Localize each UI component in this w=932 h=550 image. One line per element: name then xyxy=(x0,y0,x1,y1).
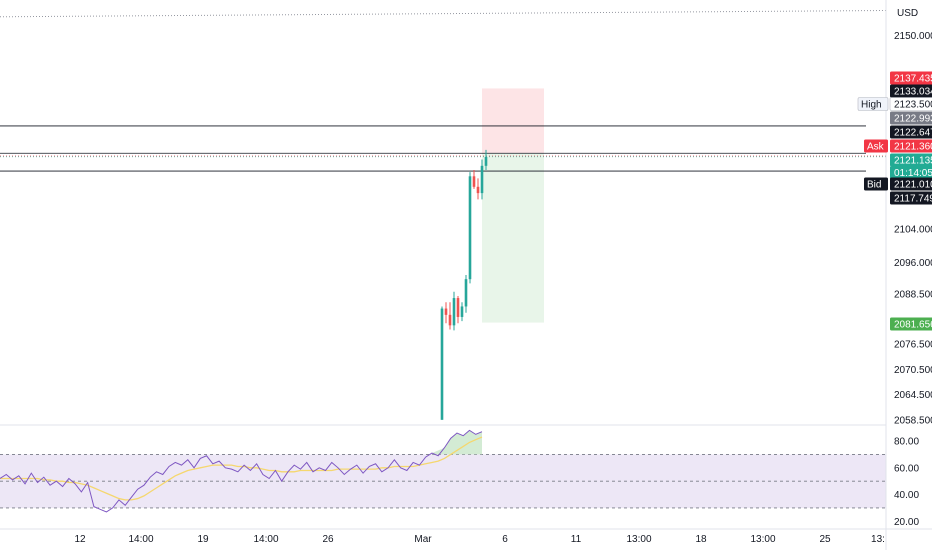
price-tick-label: 2058.500 xyxy=(894,415,932,426)
time-tick-label: 11 xyxy=(571,534,582,545)
time-tick-label: 13:00 xyxy=(626,534,651,545)
price-tag-label: Bid xyxy=(867,180,881,191)
candle[interactable] xyxy=(448,314,452,326)
trend-line[interactable] xyxy=(0,9,887,18)
price-tag-value: 2081.656 xyxy=(894,320,932,331)
take-profit-zone[interactable] xyxy=(482,153,544,323)
price-tag-tp[interactable] xyxy=(890,317,932,331)
stop-loss-zone[interactable] xyxy=(482,88,544,154)
oscillator-tick-label: 40.00 xyxy=(894,490,919,501)
time-tick-label: 12 xyxy=(74,534,86,545)
price-tag-label: High xyxy=(861,100,882,111)
time-tick-label: 6 xyxy=(502,534,508,545)
price-tick-label: 2064.500 xyxy=(894,390,932,401)
price-tag-last[interactable] xyxy=(890,153,932,167)
countdown-tag xyxy=(890,166,932,179)
price-tag-level-c[interactable] xyxy=(890,125,932,139)
time-tick-label: Mar xyxy=(414,534,432,545)
time-tick-label: 25 xyxy=(819,534,831,545)
time-tick-label: 13:00 xyxy=(750,534,775,545)
time-axis[interactable]: 12 14:00 19 14:00 26 Mar 6 11 13:00 18 13:00 25 13: xyxy=(0,528,932,545)
time-tick-label: 26 xyxy=(322,534,334,545)
price-tag-label-bid xyxy=(864,177,888,191)
time-tick-label: 14:00 xyxy=(253,534,278,545)
price-tag-sl[interactable] xyxy=(890,71,932,85)
price-tag-high[interactable] xyxy=(889,97,932,111)
candle[interactable] xyxy=(452,298,456,326)
price-tag-value: 2122.993 xyxy=(894,114,932,125)
price-tag-level-a[interactable] xyxy=(890,84,932,98)
price-pane[interactable] xyxy=(0,9,887,420)
candle[interactable] xyxy=(444,308,448,315)
price-tag-value: 2137.435 xyxy=(894,74,932,85)
price-tick-label: 2096.000 xyxy=(894,258,932,269)
candle[interactable] xyxy=(464,279,468,307)
time-tick-label: 18 xyxy=(695,534,707,545)
price-tag-label: Ask xyxy=(867,142,885,153)
oscillator-signal-line xyxy=(0,436,483,501)
price-tag-ask[interactable] xyxy=(890,139,932,153)
candle[interactable] xyxy=(440,308,444,420)
candle[interactable] xyxy=(472,176,476,187)
price-axis[interactable]: USD 2150.000 2104.000 2096.000 2088.500 2076.… xyxy=(857,0,932,550)
price-tag-value: 2121.360 xyxy=(894,142,932,153)
oscillator-main-line xyxy=(0,429,483,513)
price-tick-label: 2076.500 xyxy=(894,340,932,351)
price-tick-label: 2088.500 xyxy=(894,289,932,300)
oscillator-tick-label: 20.00 xyxy=(894,517,919,528)
price-tick-label: 2070.500 xyxy=(894,365,932,376)
price-tag-value: 2121.010 xyxy=(894,180,932,191)
price-tick-label: 2150.000 xyxy=(894,31,932,42)
price-tag-label-high xyxy=(857,97,889,111)
oscillator-tick-label: 80.00 xyxy=(894,437,919,448)
candle[interactable] xyxy=(476,186,480,194)
price-tag-value: 2122.647 xyxy=(894,128,932,139)
price-tag-value: 2121.135 xyxy=(894,156,932,167)
price-tag-level-d[interactable] xyxy=(890,191,932,205)
time-tick-label: 13: xyxy=(871,534,885,545)
candle[interactable] xyxy=(480,165,484,194)
oscillator-pane[interactable] xyxy=(0,424,886,513)
oscillator-tick-label: 60.00 xyxy=(894,463,919,474)
currency-label: USD xyxy=(897,8,918,19)
candle[interactable] xyxy=(456,298,460,317)
countdown-value: 01:14:05 xyxy=(894,168,932,179)
price-tag-level-b[interactable] xyxy=(890,111,932,125)
candle[interactable] xyxy=(468,176,472,280)
time-tick-label: 14:00 xyxy=(128,534,153,545)
price-tag-value: 2117.749 xyxy=(894,194,932,205)
price-tag-value: 2133.034 xyxy=(894,87,932,98)
price-tick-label: 2104.000 xyxy=(894,224,932,235)
price-tag-bid[interactable] xyxy=(890,177,932,191)
price-tag-value: 2123.500 xyxy=(894,100,932,111)
candle[interactable] xyxy=(484,157,488,166)
price-tag-label-ask xyxy=(864,139,888,153)
candle[interactable] xyxy=(460,306,464,317)
time-tick-label: 19 xyxy=(197,534,209,545)
